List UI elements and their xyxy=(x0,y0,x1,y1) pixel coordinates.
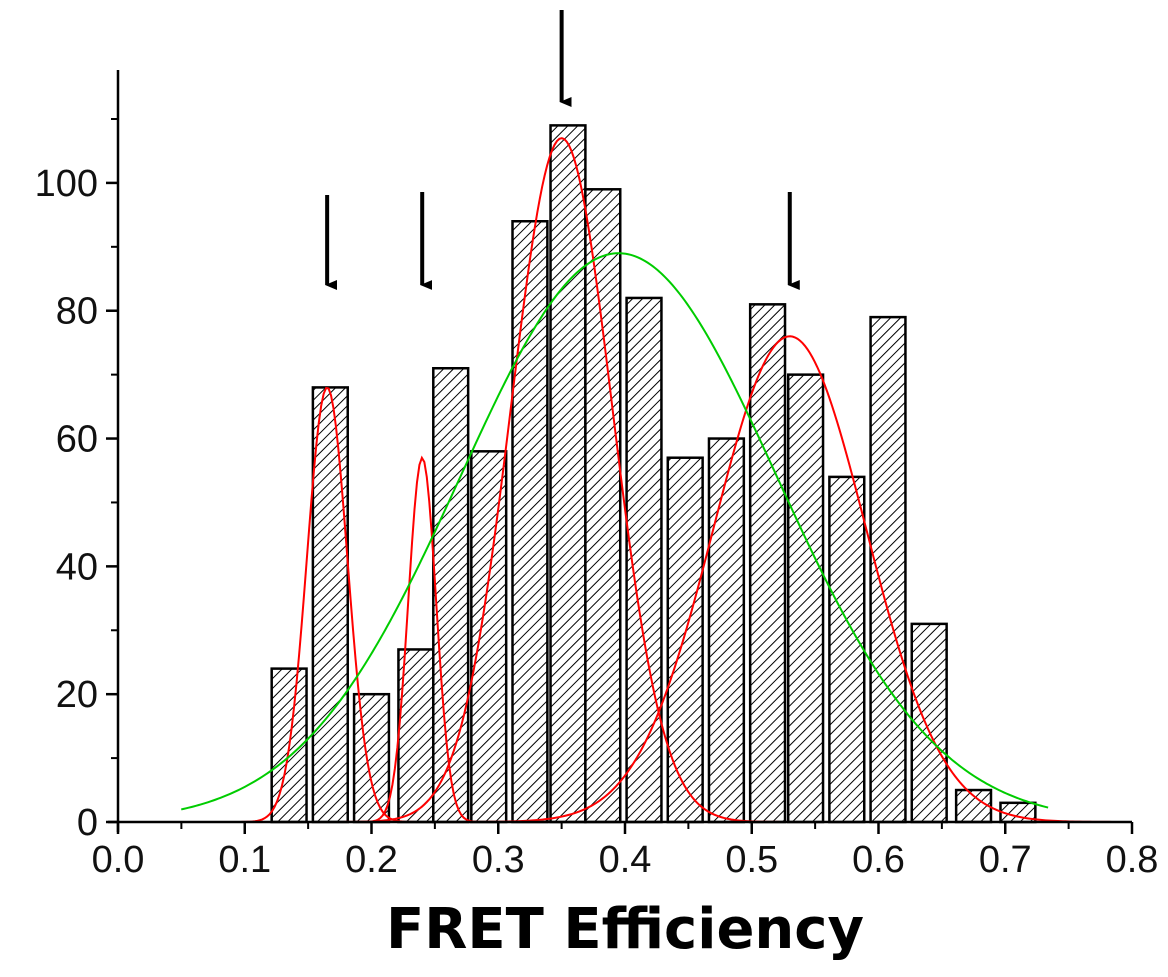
bar-16 xyxy=(910,622,948,824)
x-axis-label: FRET Efficiency xyxy=(386,897,864,962)
x-tick-label-1: 0.1 xyxy=(218,839,271,881)
bar-11 xyxy=(707,437,746,824)
x-tick-label-6: 0.6 xyxy=(852,839,905,881)
peak-arrows xyxy=(325,10,800,290)
tick-labels: 0.0 0.1 0.2 0.3 0.4 0.5 0.6 0.7 0.8 0 20 40 60 80 100 xyxy=(35,118,1159,881)
y-tick-label-4: 80 xyxy=(56,291,98,333)
bar-7 xyxy=(549,124,587,824)
x-tick-label-7: 0.7 xyxy=(979,839,1032,881)
bar-8 xyxy=(584,188,622,824)
y-tick-label-2: 40 xyxy=(56,546,98,588)
bar-10 xyxy=(666,456,704,824)
histogram-bars xyxy=(270,124,1037,824)
bar-13 xyxy=(786,373,825,824)
y-tick-label-5: 100 xyxy=(35,163,98,205)
bar-2 xyxy=(352,692,391,824)
bar-5 xyxy=(470,450,508,824)
bar-1 xyxy=(311,386,349,824)
bar-12 xyxy=(748,303,787,824)
y-tick-label-3: 60 xyxy=(56,419,98,461)
x-tick-label-3: 0.3 xyxy=(472,839,525,881)
bar-6 xyxy=(511,220,549,824)
x-tick-label-8: 0.8 xyxy=(1106,839,1159,881)
bar-4 xyxy=(432,366,470,824)
x-tick-label-0: 0.0 xyxy=(92,839,145,881)
x-tick-label-4: 0.4 xyxy=(599,839,652,881)
y-tick-label-0: 0 xyxy=(77,802,98,844)
bar-14 xyxy=(828,475,866,824)
fit-2-peak-1 xyxy=(181,252,1049,811)
x-tick-label-2: 0.2 xyxy=(345,839,398,881)
y-tick-label-1: 20 xyxy=(56,674,98,716)
x-tick-label-5: 0.5 xyxy=(725,839,778,881)
axes xyxy=(108,70,1132,832)
